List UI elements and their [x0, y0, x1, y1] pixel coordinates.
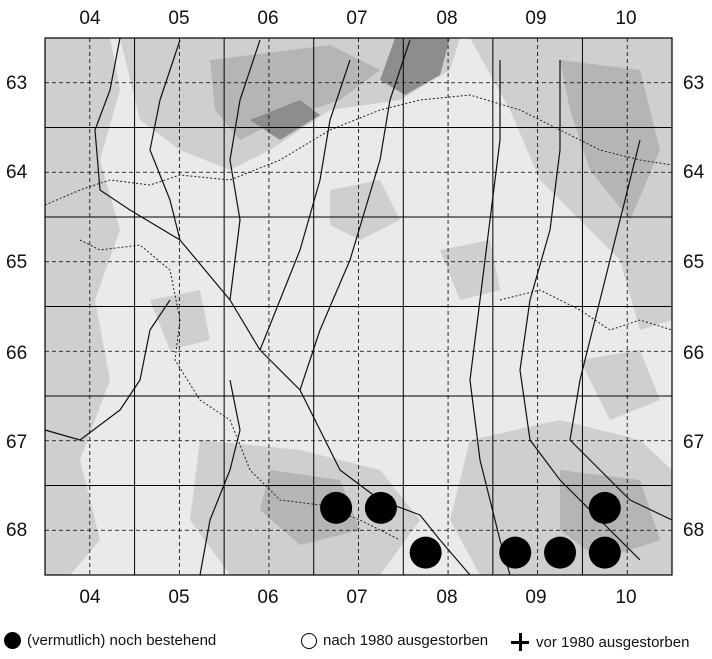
legend-label-extinct-before-1980: vor 1980 ausgestorben: [536, 633, 690, 651]
relief-area: [210, 45, 380, 140]
river-line: [299, 39, 411, 391]
legend-item-extinct-after-1980: nach 1980 ausgestorben: [301, 632, 488, 649]
row-label-left-67: 67: [6, 432, 28, 453]
row-label-right-68: 68: [683, 520, 705, 541]
col-label-bottom-05: 05: [168, 587, 190, 608]
open-circle-icon: [301, 632, 317, 649]
col-label-bottom-10: 10: [615, 587, 637, 608]
relief-area: [580, 350, 660, 420]
legend-item-extant: (vermutlich) noch bestehend: [4, 632, 216, 649]
row-label-left-66: 66: [6, 343, 28, 364]
relief-area: [380, 38, 450, 95]
occurrence-dot-extant: [588, 491, 621, 524]
relief-area: [440, 240, 500, 300]
col-label-bottom-07: 07: [346, 587, 368, 608]
col-label-bottom-08: 08: [436, 587, 458, 608]
legend-item-extinct-before-1980: vor 1980 ausgestorben: [510, 632, 689, 652]
river-line: [569, 139, 673, 521]
river-line: [259, 59, 351, 351]
col-label-top-08: 08: [436, 8, 458, 29]
col-label-bottom-06: 06: [257, 587, 279, 608]
col-label-top-07: 07: [346, 8, 368, 29]
river-line: [469, 60, 511, 576]
relief-area: [260, 470, 360, 545]
row-label-right-63: 63: [683, 73, 705, 94]
distribution-map: [44, 37, 673, 576]
row-label-left-68: 68: [6, 520, 28, 541]
col-label-top-09: 09: [525, 8, 547, 29]
col-label-bottom-04: 04: [79, 587, 101, 608]
filled-circle-icon: [4, 632, 21, 649]
row-label-right-64: 64: [683, 162, 705, 183]
river-line: [44, 299, 171, 441]
col-label-top-04: 04: [79, 8, 101, 29]
river-line: [199, 379, 241, 576]
col-label-top-05: 05: [168, 8, 190, 29]
legend: (vermutlich) noch bestehend nach 1980 au…: [0, 632, 712, 656]
border-line: [79, 239, 401, 541]
border-line: [44, 94, 673, 206]
relief-area: [250, 100, 320, 140]
row-label-left-64: 64: [6, 162, 28, 183]
river-line: [149, 39, 181, 241]
row-label-right-66: 66: [683, 343, 705, 364]
occurrence-dot-extant: [588, 536, 621, 569]
occurrence-dot-extant: [499, 536, 532, 569]
row-label-right-65: 65: [683, 252, 705, 273]
row-label-left-63: 63: [6, 73, 28, 94]
row-label-left-65: 65: [6, 252, 28, 273]
row-label-right-67: 67: [683, 432, 705, 453]
occurrence-dot-extant: [409, 536, 442, 569]
occurrence-dot-extant: [364, 491, 397, 524]
map-frame: [44, 37, 673, 576]
river-line: [519, 60, 641, 561]
legend-label-extant: (vermutlich) noch bestehend: [27, 632, 217, 649]
col-label-top-06: 06: [257, 8, 279, 29]
occurrence-dot-extant: [320, 491, 353, 524]
col-label-bottom-09: 09: [525, 587, 547, 608]
legend-label-extinct-after-1980: nach 1980 ausgestorben: [323, 632, 489, 649]
col-label-top-10: 10: [615, 8, 637, 29]
river-line: [229, 39, 261, 301]
relief-area: [560, 60, 660, 220]
cross-icon: [510, 632, 530, 652]
occurrence-dot-extant: [544, 536, 577, 569]
